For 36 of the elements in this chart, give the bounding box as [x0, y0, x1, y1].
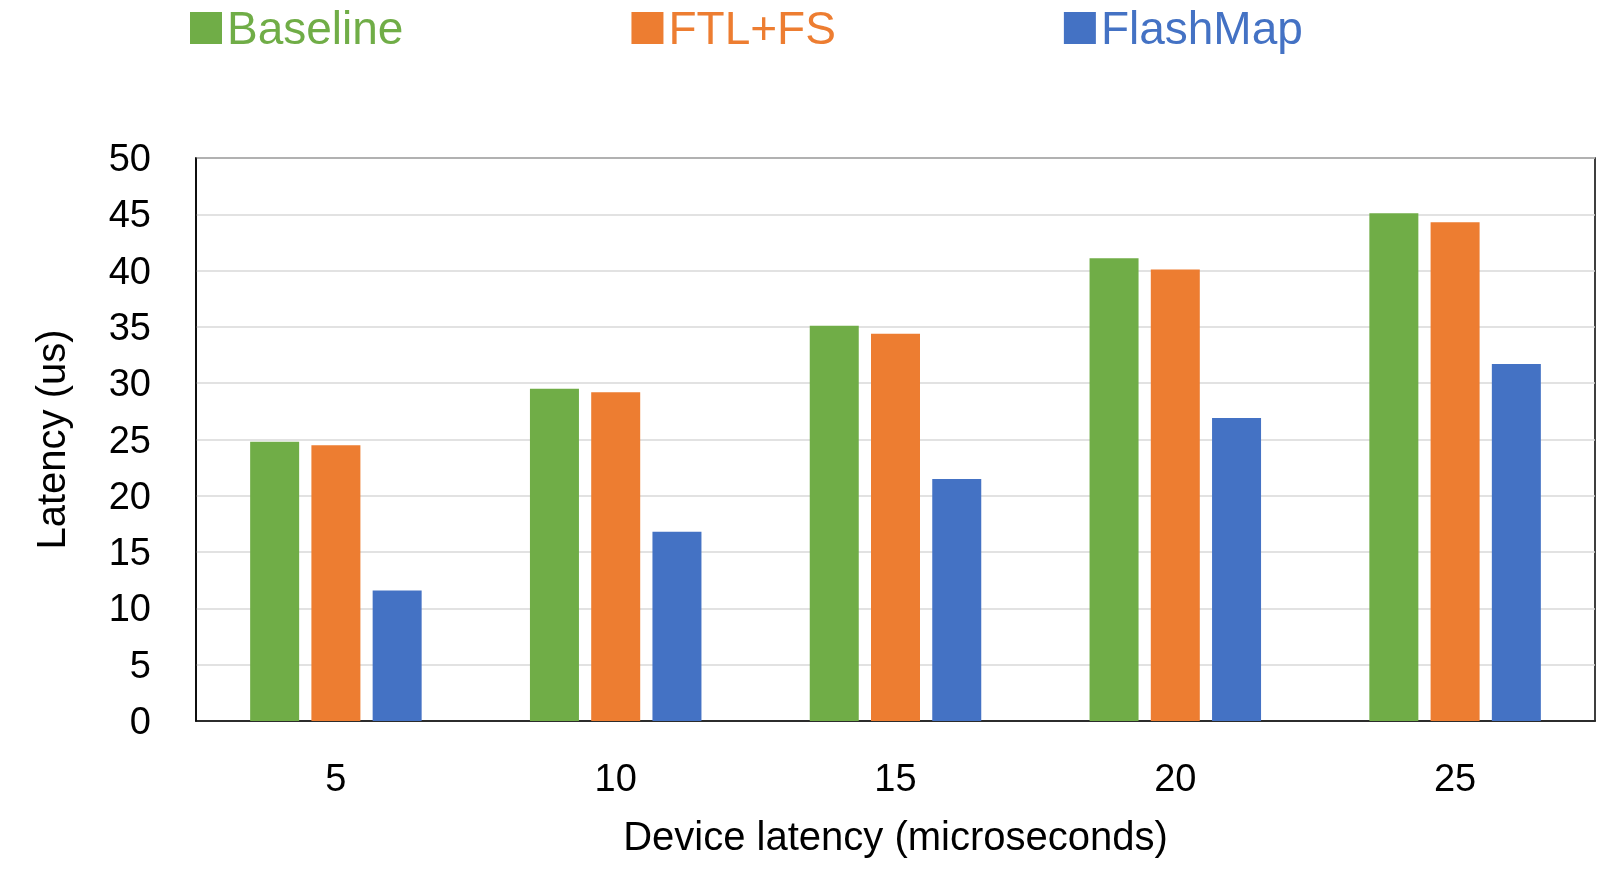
bar — [1212, 418, 1262, 721]
y-tick-label: 10 — [108, 587, 151, 630]
bar — [529, 388, 579, 721]
y-tick-label: 35 — [108, 305, 151, 348]
legend-label: FTL+FS — [668, 2, 836, 54]
bar — [591, 392, 641, 721]
y-tick-label: 15 — [108, 531, 151, 574]
y-tick-label: 0 — [129, 700, 151, 742]
x-tick-label: 25 — [1433, 757, 1477, 799]
bar — [1369, 213, 1419, 721]
y-tick-label: 20 — [108, 474, 151, 517]
bar — [871, 333, 920, 721]
bar — [372, 590, 422, 721]
x-tick-label: 15 — [874, 757, 917, 799]
x-tick-label: 20 — [1154, 757, 1197, 799]
bar — [311, 445, 361, 721]
y-tick-label: 40 — [108, 249, 151, 292]
bar — [809, 325, 859, 721]
y-tick-label: 25 — [108, 418, 151, 461]
x-tick-label: 10 — [594, 757, 637, 799]
bar — [250, 441, 300, 721]
x-tick-label: 5 — [325, 757, 347, 799]
bar — [1430, 222, 1480, 721]
y-tick-label: 50 — [108, 137, 151, 179]
bar — [652, 531, 702, 721]
y-tick-label: 45 — [108, 193, 151, 236]
bar — [1491, 364, 1541, 721]
y-axis-title: Latency (us) — [29, 329, 73, 550]
y-tick-label: 30 — [108, 362, 151, 405]
bar — [932, 478, 982, 721]
y-tick-label: 5 — [129, 643, 151, 686]
legend-label: Baseline — [227, 2, 404, 54]
legend-label: FlashMap — [1100, 2, 1303, 54]
x-axis-title: Device latency (microseconds) — [623, 814, 1168, 858]
bar — [1089, 258, 1139, 721]
bar — [1150, 269, 1200, 721]
